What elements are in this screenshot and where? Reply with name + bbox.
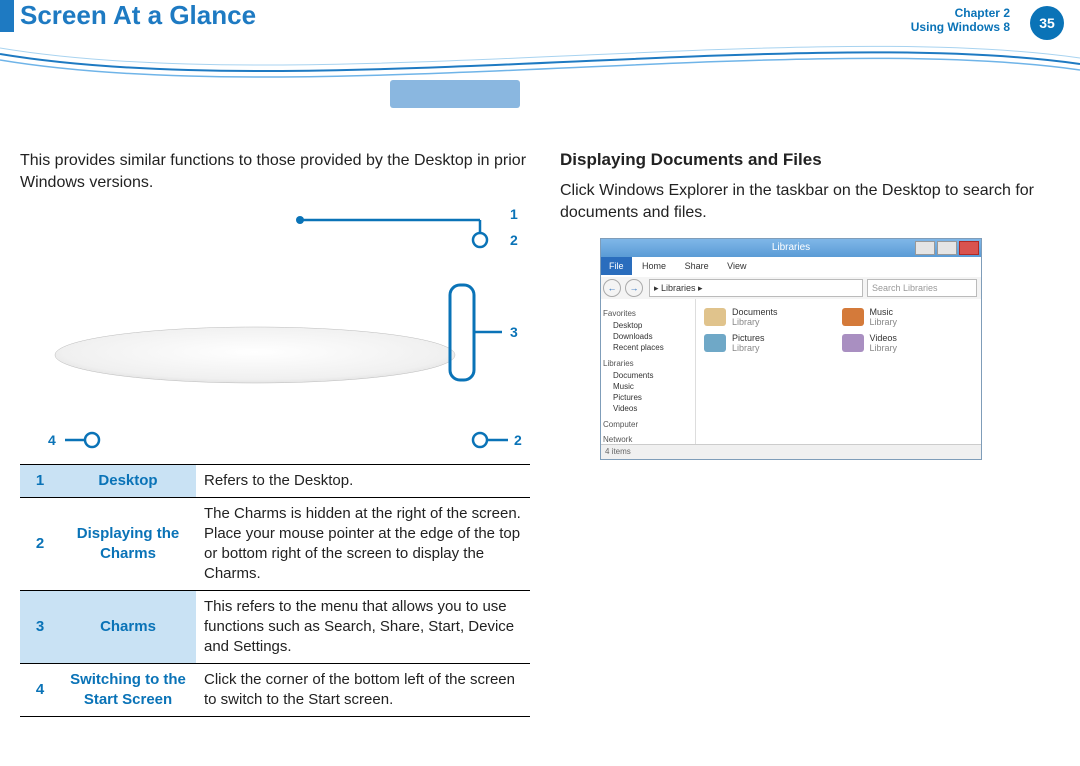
library-item[interactable]: VideosLibrary: [842, 333, 974, 353]
library-item[interactable]: MusicLibrary: [842, 307, 974, 327]
desktop-diagram: 1 2 3 4 2: [20, 200, 530, 460]
section-text: Click Windows Explorer in the taskbar on…: [560, 180, 1060, 224]
minimize-button[interactable]: [915, 241, 935, 255]
sidebar-item[interactable]: Downloads: [603, 331, 693, 342]
diagram-label-3: 3: [510, 324, 518, 340]
row-number: 2: [20, 498, 60, 591]
row-number: 1: [20, 465, 60, 498]
legend-tbody: 1DesktopRefers to the Desktop.2Displayin…: [20, 465, 530, 717]
row-term: Charms: [60, 591, 196, 664]
library-item[interactable]: DocumentsLibrary: [704, 307, 836, 327]
sidebar-item[interactable]: Videos: [603, 403, 693, 414]
intro-text: This provides similar functions to those…: [20, 150, 530, 194]
section-heading: Displaying Documents and Files: [560, 150, 1060, 170]
address-bar[interactable]: ▸ Libraries ▸: [649, 279, 863, 297]
explorer-main: DocumentsLibrary MusicLibrary PicturesLibr…: [696, 299, 981, 445]
ribbon-tab-share[interactable]: Share: [677, 257, 717, 275]
diagram-label-2-bot: 2: [514, 432, 522, 448]
sidebar-group-network[interactable]: Network: [603, 435, 693, 444]
library-icon: [842, 308, 864, 326]
table-row: 3CharmsThis refers to the menu that allo…: [20, 591, 530, 664]
row-desc: This refers to the menu that allows you …: [196, 591, 530, 664]
sidebar-group-computer[interactable]: Computer: [603, 420, 693, 429]
maximize-button[interactable]: [937, 241, 957, 255]
row-term: Switching to the Start Screen: [60, 664, 196, 717]
sidebar-group-favorites: Favorites: [603, 309, 693, 318]
right-column: Displaying Documents and Files Click Win…: [560, 150, 1060, 460]
row-desc: Click the corner of the bottom left of t…: [196, 664, 530, 717]
document-page: Screen At a Glance Chapter 2 Using Windo…: [0, 0, 1080, 766]
explorer-window: Libraries File Home Share View ← → ▸ Lib…: [600, 238, 982, 460]
row-term: Displaying the Charms: [60, 498, 196, 591]
diagram-label-4: 4: [48, 432, 56, 448]
library-label: PicturesLibrary: [732, 333, 765, 353]
library-icon: [842, 334, 864, 352]
page-title: Screen At a Glance: [20, 0, 256, 31]
row-number: 4: [20, 664, 60, 717]
diagram-label-1: 1: [510, 206, 518, 222]
table-row: 4Switching to the Start ScreenClick the …: [20, 664, 530, 717]
explorer-sidebar: Favorites DesktopDownloadsRecent places …: [601, 299, 696, 445]
library-icon: [704, 334, 726, 352]
chapter-line2: Using Windows 8: [911, 20, 1010, 34]
diagram-label-2-top: 2: [510, 232, 518, 248]
diagram-svg: [20, 200, 530, 460]
chapter-line1: Chapter 2: [911, 6, 1010, 20]
library-label: VideosLibrary: [870, 333, 898, 353]
library-item[interactable]: PicturesLibrary: [704, 333, 836, 353]
library-label: DocumentsLibrary: [732, 307, 778, 327]
window-controls: [915, 241, 979, 255]
explorer-body: Favorites DesktopDownloadsRecent places …: [601, 299, 981, 445]
row-number: 3: [20, 591, 60, 664]
sidebar-group-libraries: Libraries: [603, 359, 693, 368]
explorer-ribbon: File Home Share View: [601, 257, 981, 278]
chapter-label: Chapter 2 Using Windows 8: [911, 6, 1010, 34]
ribbon-tab-view[interactable]: View: [719, 257, 754, 275]
ribbon-tab-file[interactable]: File: [601, 257, 632, 275]
legend-table: 1DesktopRefers to the Desktop.2Displayin…: [20, 464, 530, 717]
close-button[interactable]: [959, 241, 979, 255]
sidebar-item[interactable]: Recent places: [603, 342, 693, 353]
sidebar-item[interactable]: Documents: [603, 370, 693, 381]
table-row: 1DesktopRefers to the Desktop.: [20, 465, 530, 498]
ribbon-tab-home[interactable]: Home: [634, 257, 674, 275]
header-swoosh: [0, 34, 1080, 114]
header-accent-bar: [0, 0, 14, 32]
library-icon: [704, 308, 726, 326]
left-column: This provides similar functions to those…: [20, 150, 530, 717]
sidebar-item[interactable]: Desktop: [603, 320, 693, 331]
row-desc: The Charms is hidden at the right of the…: [196, 498, 530, 591]
nav-back-button[interactable]: ←: [603, 279, 621, 297]
explorer-navbar: ← → ▸ Libraries ▸ Search Libraries: [601, 277, 981, 300]
row-term: Desktop: [60, 465, 196, 498]
sidebar-item[interactable]: Pictures: [603, 392, 693, 403]
nav-forward-button[interactable]: →: [625, 279, 643, 297]
explorer-statusbar: 4 items: [601, 444, 981, 459]
search-input[interactable]: Search Libraries: [867, 279, 977, 297]
sidebar-item[interactable]: Music: [603, 381, 693, 392]
library-label: MusicLibrary: [870, 307, 898, 327]
row-desc: Refers to the Desktop.: [196, 465, 530, 498]
table-row: 2Displaying the CharmsThe Charms is hidd…: [20, 498, 530, 591]
